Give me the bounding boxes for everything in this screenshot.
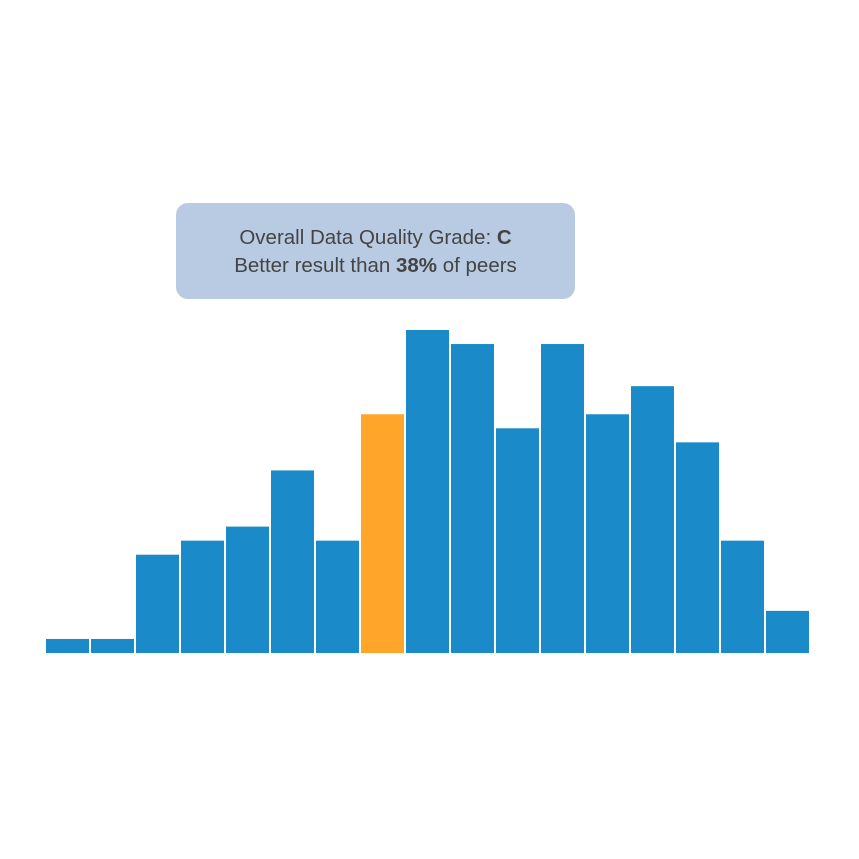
histogram-bar [226, 526, 269, 653]
peer-percent: 38% [396, 254, 438, 277]
grade-value: C [496, 226, 512, 249]
histogram-bar [91, 638, 134, 653]
grade-label: Overall Data Quality Grade: [239, 226, 497, 249]
bars-group [46, 330, 809, 653]
histogram-bar [631, 386, 674, 653]
histogram-bar [541, 344, 584, 653]
histogram-bar [721, 540, 764, 653]
grade-tooltip: Overall Data Quality Grade: C Better res… [176, 203, 575, 299]
histogram-bar [451, 344, 494, 653]
histogram-bar [586, 414, 629, 653]
histogram-bar-highlight [361, 414, 404, 653]
histogram-bar [181, 540, 224, 653]
peer-suffix: of peers [437, 254, 517, 277]
grade-line: Overall Data Quality Grade: C [176, 224, 575, 252]
histogram-bar [676, 442, 719, 653]
histogram-bar [136, 554, 179, 653]
histogram-bar [406, 330, 449, 653]
peer-prefix: Better result than [234, 254, 396, 277]
histogram-bar [316, 540, 359, 653]
peer-line: Better result than 38% of peers [176, 252, 575, 280]
histogram-bar [766, 610, 809, 653]
histogram-bar [496, 428, 539, 653]
histogram-bar [271, 470, 314, 653]
histogram-bar [46, 638, 89, 653]
